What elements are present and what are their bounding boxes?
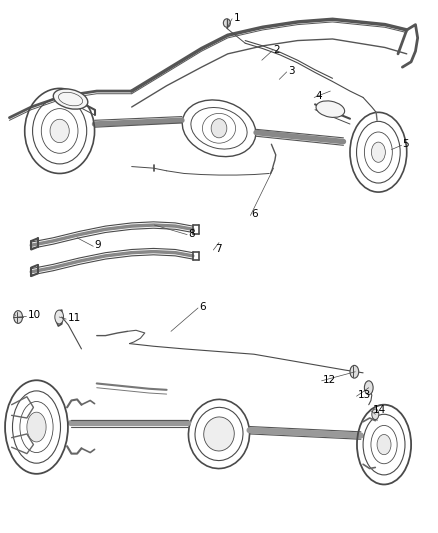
Text: 11: 11 bbox=[67, 313, 81, 323]
Ellipse shape bbox=[371, 142, 385, 163]
Text: 1: 1 bbox=[233, 13, 240, 23]
Text: 8: 8 bbox=[188, 229, 195, 239]
Text: 14: 14 bbox=[373, 405, 386, 415]
Ellipse shape bbox=[14, 311, 22, 324]
Text: 2: 2 bbox=[274, 45, 280, 54]
Ellipse shape bbox=[211, 119, 227, 138]
Text: 9: 9 bbox=[95, 240, 101, 250]
Text: 4: 4 bbox=[315, 91, 321, 101]
Ellipse shape bbox=[372, 409, 379, 419]
Text: 6: 6 bbox=[252, 209, 258, 220]
Ellipse shape bbox=[316, 101, 345, 117]
Ellipse shape bbox=[364, 381, 373, 394]
Ellipse shape bbox=[223, 19, 230, 27]
Text: 12: 12 bbox=[323, 375, 336, 385]
Text: 5: 5 bbox=[403, 139, 409, 149]
Text: 10: 10 bbox=[28, 310, 41, 320]
Text: 13: 13 bbox=[358, 390, 371, 400]
Ellipse shape bbox=[55, 310, 64, 324]
Ellipse shape bbox=[53, 89, 88, 109]
Ellipse shape bbox=[377, 434, 391, 455]
Ellipse shape bbox=[27, 412, 46, 442]
Text: 6: 6 bbox=[199, 302, 206, 312]
Ellipse shape bbox=[350, 366, 359, 378]
Text: 7: 7 bbox=[215, 244, 221, 254]
Text: 3: 3 bbox=[288, 66, 295, 76]
Ellipse shape bbox=[50, 119, 69, 143]
Ellipse shape bbox=[204, 417, 234, 451]
